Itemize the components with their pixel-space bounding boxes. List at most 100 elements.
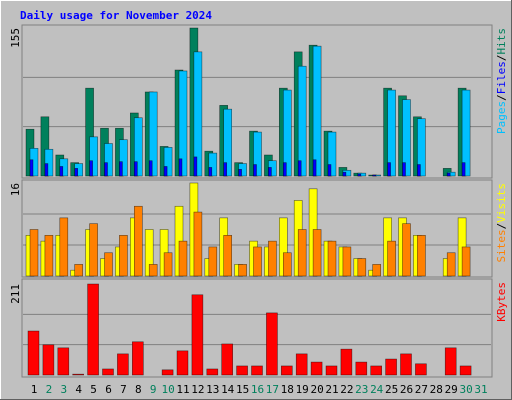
x-tick-label: 15 [236,383,249,396]
bar [148,91,158,177]
x-tick-label: 29 [445,383,458,396]
x-tick-label: 28 [430,383,443,396]
bar [251,365,263,376]
bar [327,131,337,177]
bar [223,108,232,177]
y-tick-label: 16 [9,183,22,196]
bar [282,252,292,277]
bar [415,363,427,376]
bar [461,246,471,277]
bar [310,361,323,376]
bar [297,160,302,177]
bar [119,161,123,177]
bar [72,373,84,376]
bar [163,252,173,277]
x-tick-label: 21 [325,383,338,396]
bar [117,353,129,376]
bar [206,368,219,376]
bar [253,246,262,277]
bar [268,167,272,177]
bar [104,162,108,177]
bar [355,361,368,376]
bar [208,246,218,277]
bar [163,147,173,177]
bar [178,158,183,177]
bar [282,89,292,177]
bar [236,365,248,376]
x-tick-label: 1 [31,383,38,396]
x-tick-label: 10 [161,383,174,396]
bar [148,264,158,277]
bar [402,99,411,177]
x-tick-label: 24 [370,383,384,396]
bar [104,252,113,277]
bar [402,223,411,277]
bar [59,217,69,277]
x-tick-label: 17 [266,383,279,396]
legend-entry: Visits [495,183,508,223]
bar [297,65,307,177]
bar [208,152,218,177]
bar [238,264,247,277]
bar [104,143,113,177]
bar [444,347,457,376]
bar [417,235,426,277]
bar [295,353,308,376]
bar [29,229,39,277]
bar [193,211,203,277]
x-tick-label: 31 [474,383,487,396]
x-tick-label: 23 [355,383,368,396]
bar [134,117,143,177]
bar [282,162,287,177]
bar [208,167,213,177]
x-tick-label: 3 [60,383,67,396]
x-tick-label: 22 [340,383,353,396]
legend-entry: Pages [495,101,508,134]
bar [89,136,98,177]
x-tick-label: 14 [221,383,235,396]
bar [461,162,466,177]
bar [400,353,412,376]
bar [385,358,397,376]
x-tick-label: 8 [135,383,142,396]
panel [21,278,493,378]
legend: Sites/Visits [495,183,508,263]
x-tick-label: 18 [281,383,294,396]
bar [161,369,174,376]
bar [178,240,188,277]
legend-entry: KBytes [495,282,508,322]
bar [268,240,277,277]
bar [325,365,338,376]
bar [119,235,128,277]
bar [59,166,64,177]
bar [134,205,143,277]
bar [461,89,471,177]
bar [402,162,406,177]
x-tick-label: 13 [206,383,219,396]
x-tick-label: 7 [120,383,127,396]
x-tick-label: 12 [191,383,204,396]
legend-entry: Files [495,61,508,94]
bar [312,45,322,177]
y-tick-label: 211 [9,284,22,304]
x-tick-label: 19 [296,383,309,396]
bar [27,330,40,376]
chart-title: Daily usage for November 2024 [20,9,212,22]
bar [119,139,128,177]
bar [89,160,93,177]
bar [446,172,451,177]
bar [191,294,204,376]
y-tick-label: 155 [9,28,22,48]
bar [459,365,472,376]
x-tick-label: 4 [75,383,82,396]
bar [238,169,242,177]
bar [417,118,426,177]
x-tick-label: 5 [90,383,97,396]
bar [89,223,98,277]
x-tick-label: 2 [46,383,53,396]
bar [253,164,257,177]
bar [253,131,262,177]
x-tick-label: 26 [400,383,413,396]
bar [342,246,352,277]
bar [387,162,391,177]
